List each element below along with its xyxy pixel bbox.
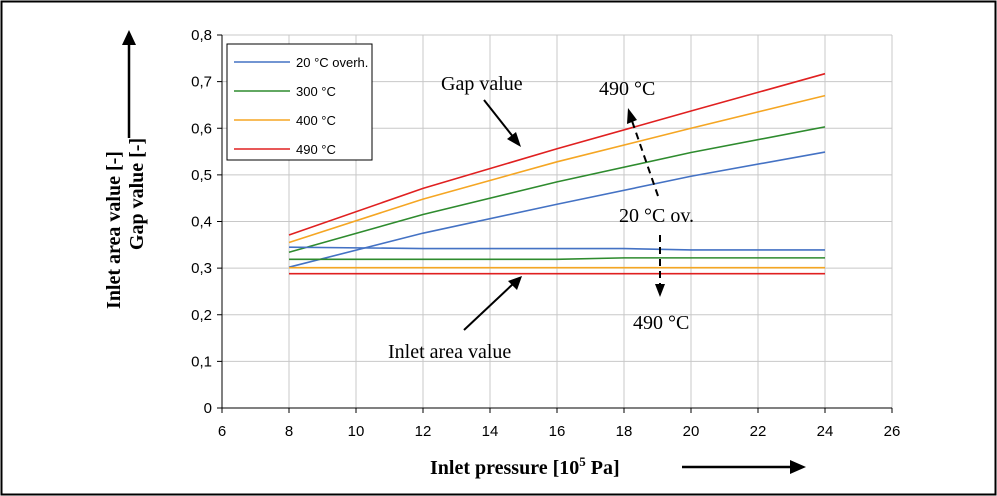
x-axis-title-end: Pa]: [586, 457, 620, 479]
y-tick-label: 0,6: [191, 120, 212, 137]
series-line-gap: [288, 126, 826, 254]
x-tick-label: 14: [482, 423, 499, 440]
legend-label: 400 °C: [296, 113, 336, 128]
x-tick-label: 24: [817, 423, 834, 440]
gap-value-arrow-head: [507, 132, 521, 147]
x-tick-label: 18: [616, 423, 633, 440]
series-line-gap: [288, 72, 826, 236]
series-line-gap: [288, 151, 826, 268]
series: [288, 72, 826, 275]
inlet-area-arrow-head: [508, 276, 522, 290]
x-tick-label: 16: [549, 423, 566, 440]
dashed-arrow-up-head: [627, 108, 637, 124]
series-line-gap: [288, 94, 826, 244]
y-ticks: 0 0,1 0,2 0,3 0,4 0,5 0,6 0,7 0,8: [191, 27, 222, 417]
x-tick-label: 12: [415, 423, 432, 440]
x-title-arrow-head: [790, 460, 806, 474]
x-ticks: 6 8 10 12 14 16 18 20 22 24 26: [218, 408, 901, 440]
legend-label: 300 °C: [296, 84, 336, 99]
inlet-area-arrow-shaft: [463, 282, 515, 331]
x-tick-label: 22: [750, 423, 767, 440]
annotation-inlet-area-value: Inlet area value: [388, 341, 511, 363]
x-axis-title-sup: 5: [579, 454, 586, 469]
y-title-arrow-head: [122, 30, 136, 45]
y-tick-label: 0,4: [191, 214, 212, 231]
y-axis-title-1: Inlet area value [-]: [103, 151, 125, 309]
x-axis-title-main: Inlet pressure [10: [430, 457, 579, 479]
x-tick-label: 20: [683, 423, 700, 440]
x-tick-label: 26: [884, 423, 901, 440]
dashed-arrow-down-head: [655, 284, 665, 297]
legend-label: 20 °C overh.: [296, 55, 368, 70]
legend: 20 °C overh. 300 °C 400 °C 490 °C: [226, 43, 373, 161]
y-tick-label: 0,8: [191, 27, 212, 44]
y-axis-title-2: Gap value [-]: [126, 138, 148, 250]
x-tick-label: 10: [348, 423, 365, 440]
x-axis-title: Inlet pressure [105 Pa]: [430, 454, 620, 479]
series-line-inlet: [289, 257, 825, 261]
annotation-mid-temp: 20 °C ov.: [619, 205, 694, 227]
y-tick-label: 0,3: [191, 260, 212, 277]
y-tick-label: 0,7: [191, 74, 212, 91]
dashed-arrow-up: [630, 117, 659, 197]
annotation-top-temp: 490 °C: [599, 78, 655, 100]
y-tick-label: 0: [204, 400, 212, 417]
y-tick-label: 0,2: [191, 307, 212, 324]
legend-label: 490 °C: [296, 142, 336, 157]
annotation-bottom-temp: 490 °C: [633, 312, 689, 334]
gap-value-arrow-shaft: [483, 99, 515, 139]
y-tick-label: 0,1: [191, 353, 212, 370]
y-tick-label: 0,5: [191, 167, 212, 184]
legend-box: [226, 43, 373, 161]
x-tick-label: 6: [218, 423, 226, 440]
x-tick-label: 8: [285, 423, 293, 440]
series-line-inlet: [288, 246, 825, 251]
annotation-gap-value: Gap value: [441, 73, 523, 95]
